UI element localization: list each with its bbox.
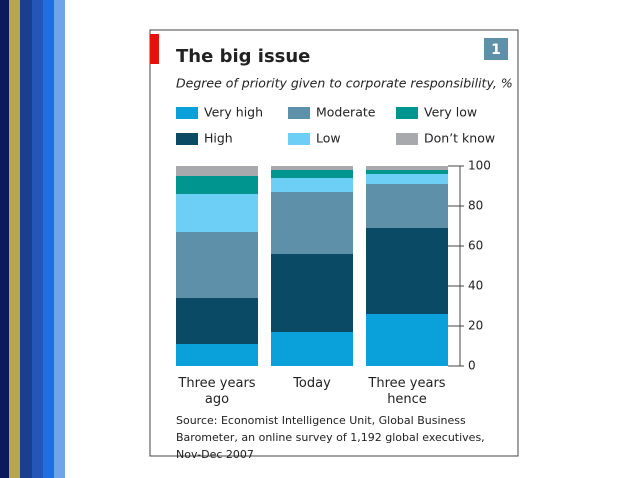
bar-segment [176,344,258,366]
legend-swatch [288,107,310,119]
legend-swatch [396,107,418,119]
bar-segment [366,174,448,184]
legend-swatch [396,133,418,145]
bar-segment [176,166,258,176]
bar-segment [176,176,258,194]
x-tick-label: Today [293,376,331,391]
source-note: Source: Economist Intelligence Unit, Glo… [176,414,485,461]
bar-segment [271,178,353,192]
bar-segment [271,332,353,366]
slide-stripes [0,0,65,478]
bar-segment [366,166,448,170]
bar-segment [366,314,448,366]
y-tick-label: 60 [468,239,483,253]
y-tick-label: 0 [468,359,476,373]
legend-label: High [204,131,233,146]
bar-segment [271,192,353,254]
legend-swatch [176,133,198,145]
y-tick-label: 20 [468,319,483,333]
y-tick-label: 80 [468,199,483,213]
badge: 1 [491,42,501,58]
bar-segment [271,254,353,332]
y-tick-label: 40 [468,279,483,293]
bar-segment [366,184,448,228]
bar-segment [366,170,448,174]
legend-label: Don’t know [424,131,495,146]
x-tick-label: Three years hence [368,376,446,407]
y-tick-label: 100 [468,159,491,173]
badge-box [484,38,508,60]
legend-swatch [176,107,198,119]
chart-title: The big issue [176,46,310,67]
bar-segment [271,170,353,178]
bar-segment [366,228,448,314]
bar-segment [176,194,258,232]
bar-segment [176,232,258,298]
red-tab [150,34,159,64]
legend-swatch [288,133,310,145]
chart-subtitle: Degree of priority given to corporate re… [176,76,513,91]
legend-label: Moderate [316,105,376,120]
bar-segment [271,166,353,170]
x-tick-label: Three years ago [178,376,256,407]
bar-segment [176,298,258,344]
legend-label: Very low [424,105,477,120]
legend-label: Very high [204,105,263,120]
legend-label: Low [316,131,341,146]
